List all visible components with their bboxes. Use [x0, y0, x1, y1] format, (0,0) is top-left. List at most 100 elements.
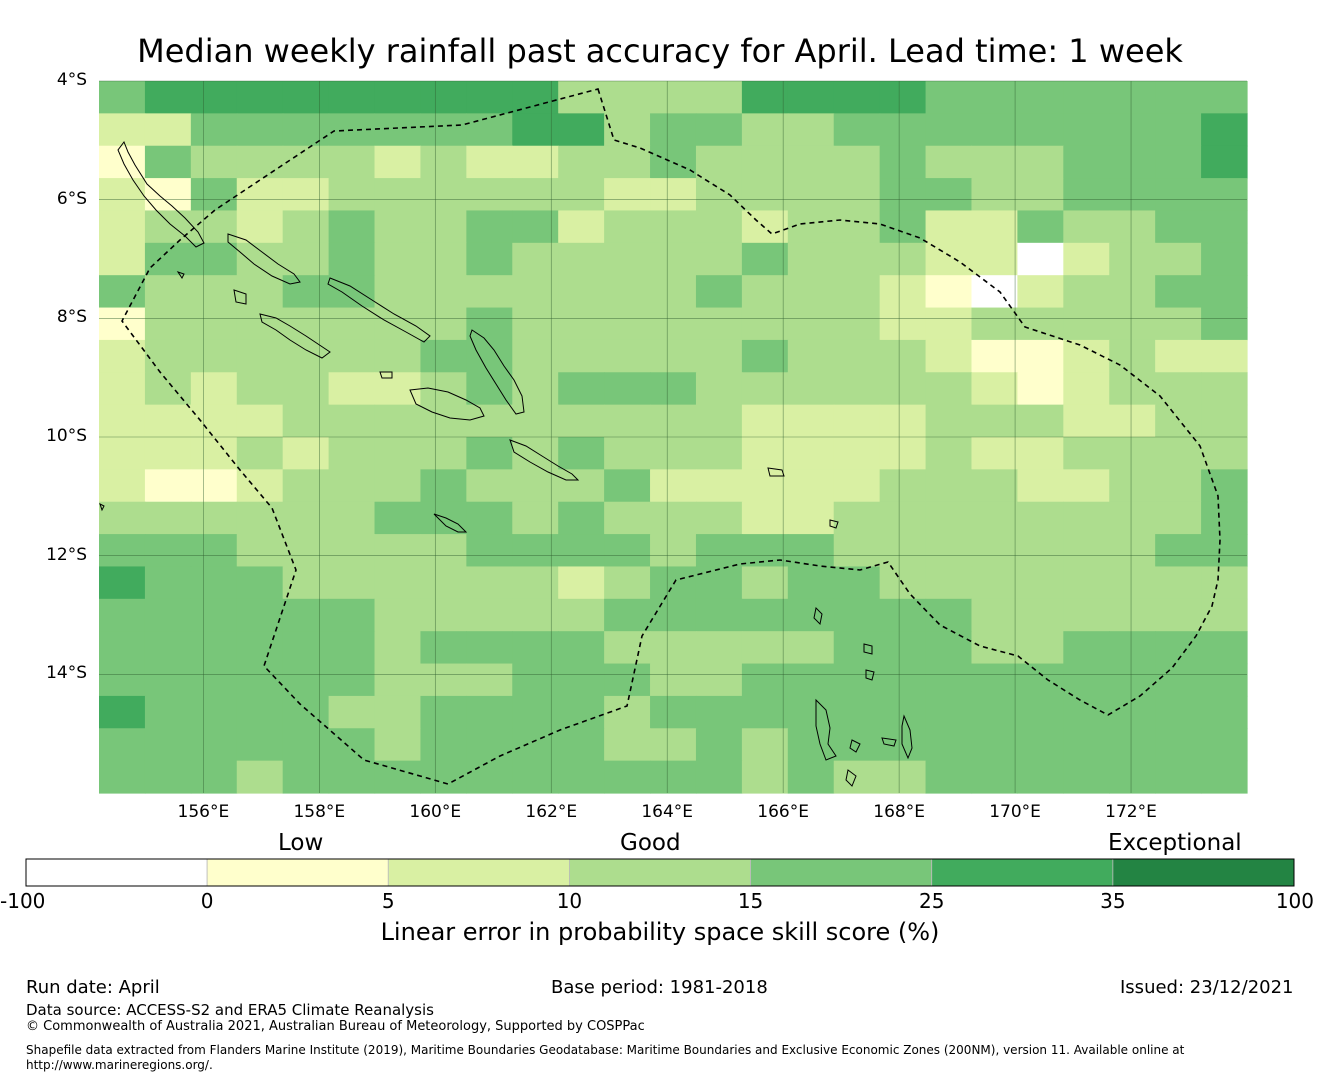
grid-cell: [1017, 437, 1064, 470]
grid-cell: [604, 210, 651, 244]
grid-cell: [787, 275, 835, 309]
grid-cell: [1201, 210, 1248, 244]
grid-cell: [99, 242, 146, 276]
grid-cell: [1063, 501, 1110, 535]
grid-cell: [99, 631, 146, 665]
grid-cell: [512, 242, 559, 276]
grid-cell: [328, 307, 376, 341]
grid-cell: [328, 210, 376, 244]
grid-cell: [650, 178, 697, 212]
colorbar-tick-label: 35: [1100, 889, 1126, 913]
grid-cell: [512, 307, 559, 341]
grid-cell: [190, 437, 238, 470]
grid-cell: [1201, 404, 1248, 438]
grid-cell: [512, 339, 559, 373]
grid-cell: [374, 275, 422, 309]
grid-cell: [695, 501, 743, 535]
grid-cell: [879, 598, 927, 632]
grid-cell: [833, 437, 881, 470]
grid-cell: [236, 695, 284, 729]
grid-cell: [144, 242, 192, 276]
grid-cell: [650, 631, 697, 665]
grid-cell: [558, 372, 605, 406]
grid-cell: [99, 598, 146, 632]
grid-cell: [650, 113, 697, 147]
grid-cell: [236, 566, 284, 600]
grid-cell: [695, 437, 743, 470]
grid-cell: [558, 534, 605, 568]
grid-cell: [1201, 598, 1248, 632]
lon-label: 172°E: [1105, 802, 1157, 822]
grid-cell: [328, 372, 376, 406]
grid-cell: [1063, 404, 1110, 438]
grid-cell: [1017, 534, 1064, 568]
grid-cell: [1017, 307, 1064, 341]
grid-cell: [1155, 113, 1202, 147]
grid-cell: [466, 501, 513, 535]
grid-cell: [99, 339, 146, 373]
grid-cell: [466, 275, 513, 309]
grid-cell: [833, 113, 881, 147]
grid-cell: [971, 145, 1018, 179]
grid-cell: [604, 145, 651, 179]
grid-cell: [190, 404, 238, 438]
grid-cell: [282, 307, 330, 341]
lat-label: 10°S: [46, 426, 87, 446]
grid-cell: [741, 275, 789, 309]
grid-cell: [695, 339, 743, 373]
grid-cell: [558, 437, 605, 470]
grid-cell: [236, 113, 284, 147]
grid-cell: [833, 339, 881, 373]
grid-cell: [833, 663, 881, 697]
grid-cell: [604, 501, 651, 535]
grid-cell: [1155, 178, 1202, 212]
grid-cell: [99, 145, 146, 179]
grid-cell: [879, 307, 927, 341]
grid-cell: [833, 145, 881, 179]
grid-cell: [282, 404, 330, 438]
grid-cell: [1017, 728, 1064, 762]
grid-cell: [558, 242, 605, 276]
grid-cell: [190, 178, 238, 212]
grid-cell: [374, 113, 422, 147]
grid-cell: [1109, 728, 1156, 762]
coastline-guadalcanal: [409, 387, 485, 421]
lat-label: 14°S: [46, 663, 87, 684]
grid-cell: [1155, 663, 1202, 697]
grid-cell: [99, 566, 146, 600]
grid-cell: [604, 631, 651, 665]
grid-cell: [1017, 113, 1064, 147]
colorbar-tick-label: 100: [1275, 889, 1314, 913]
grid-cell: [650, 307, 697, 341]
grid-cell: [328, 178, 376, 212]
grid-cell: [1063, 372, 1110, 406]
grid-cell: [99, 469, 146, 503]
grid-cell: [420, 81, 467, 114]
grid-cell: [190, 242, 238, 276]
grid-cell: [558, 275, 605, 309]
colorbar-tick-label: 5: [381, 889, 395, 913]
coastline-islet-c: [99, 503, 105, 512]
grid-cell: [328, 598, 376, 632]
grid-cell: [190, 469, 238, 503]
coastline-bougainville: [117, 140, 205, 248]
grid-cell: [971, 695, 1018, 729]
grid-cell: [1063, 178, 1110, 212]
grid-cell: [925, 728, 973, 762]
category-exceptional: Exceptional: [1108, 830, 1242, 856]
coastline-gaua: [863, 643, 873, 655]
grid-cell: [1201, 178, 1248, 212]
grid-cell: [925, 760, 973, 794]
grid-cell: [925, 307, 973, 341]
grid-cell: [236, 339, 284, 373]
grid-cell: [971, 728, 1018, 762]
lat-label: 12°S: [46, 544, 87, 565]
grid-cell: [99, 728, 146, 762]
grid-cell: [1017, 760, 1064, 794]
grid-cell: [144, 113, 192, 147]
grid-cell: [282, 631, 330, 665]
grid-cell: [190, 631, 238, 665]
grid-cell: [741, 113, 789, 147]
grid-cell: [787, 210, 835, 244]
grid-cell: [1063, 275, 1110, 309]
